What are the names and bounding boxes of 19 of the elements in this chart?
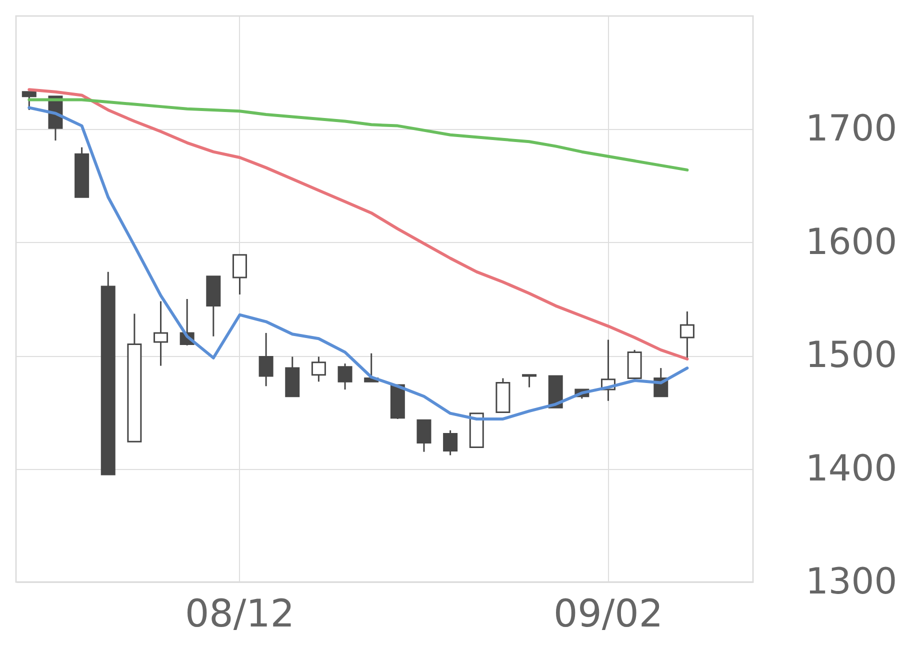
candlestick [443, 430, 458, 456]
candlestick [416, 419, 432, 453]
x-tick-label: 09/02 [553, 592, 663, 636]
y-tick-label: 1500 [806, 335, 898, 376]
candlestick [311, 356, 326, 382]
candlestick [338, 362, 352, 390]
candlestick [154, 300, 168, 367]
line-series [28, 88, 689, 360]
candlestick [22, 91, 36, 111]
line-series [28, 98, 689, 172]
candlestick [232, 254, 247, 296]
y-tick-label: 1600 [806, 222, 898, 263]
y-tick-label: 1300 [806, 562, 898, 602]
x-tick-label: 08/12 [184, 592, 294, 636]
y-tick-label: 1400 [806, 448, 898, 490]
candlestick [258, 332, 274, 387]
candlestick [522, 374, 537, 388]
line-series [28, 106, 689, 420]
y-tick-label: 1700 [806, 108, 898, 150]
